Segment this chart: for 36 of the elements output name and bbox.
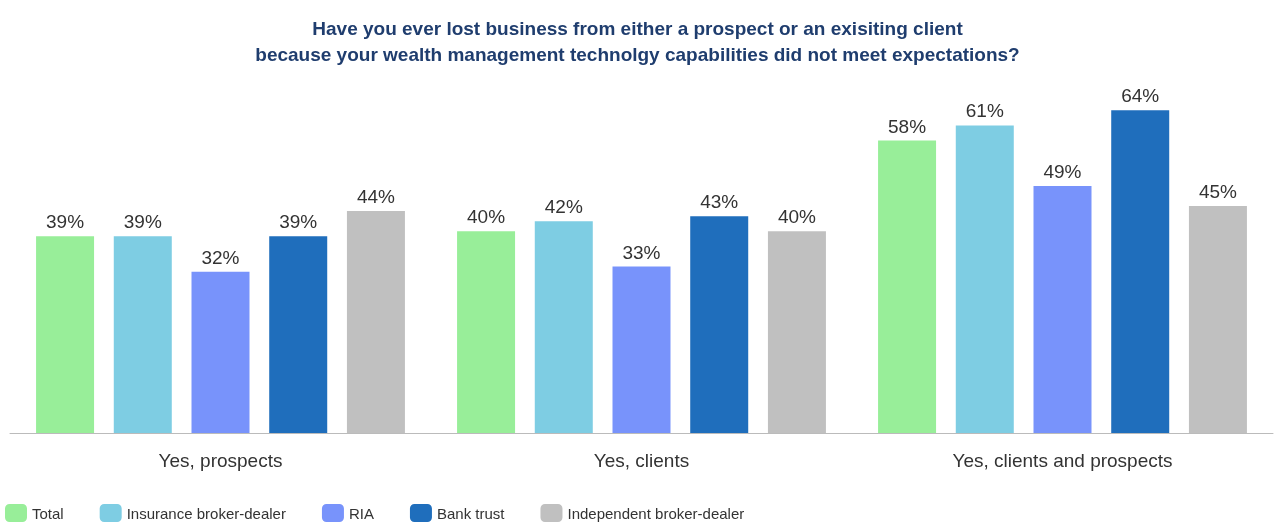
legend-label: Independent broker-dealer — [567, 504, 745, 522]
data-label: 44% — [356, 186, 396, 208]
data-label: 39% — [123, 211, 162, 233]
data-label: 43% — [700, 191, 739, 213]
bar — [269, 236, 328, 433]
data-label: 32% — [201, 246, 240, 268]
data-label: 40% — [777, 206, 817, 228]
bar — [612, 266, 671, 433]
data-label: 40% — [467, 206, 506, 228]
bar — [955, 125, 1014, 433]
data-label: 58% — [888, 115, 927, 137]
x-tick-label: Yes, clients — [593, 450, 690, 471]
data-label: 39% — [46, 211, 85, 233]
bar — [36, 236, 95, 433]
bar — [690, 216, 749, 433]
bar — [534, 221, 593, 433]
x-tick-label: Yes, prospects — [158, 450, 283, 471]
data-label: 64% — [1121, 85, 1160, 107]
legend-label: Total — [32, 504, 64, 522]
bar — [878, 140, 937, 433]
data-label: 42% — [544, 196, 583, 218]
legend-label: RIA — [348, 504, 374, 522]
bar — [1033, 185, 1092, 433]
data-label: 61% — [965, 100, 1004, 122]
data-label: 49% — [1043, 160, 1082, 182]
legend-label: Bank trust — [436, 504, 506, 522]
bar — [457, 231, 516, 433]
bar — [113, 236, 172, 433]
chart-title: Have you ever lost business from either a prospect or an exisiting client because your wealth management technolgy capabilities did not meet expectations? — [255, 17, 1020, 65]
bar — [1111, 110, 1170, 433]
legend-label: Insurance broker-dealer — [126, 504, 286, 522]
bar — [191, 271, 250, 433]
data-label: 33% — [622, 241, 661, 263]
x-tick-label: Yes, clients and prospects — [952, 450, 1173, 471]
data-label: 45% — [1198, 181, 1238, 203]
data-label: 39% — [279, 211, 318, 233]
